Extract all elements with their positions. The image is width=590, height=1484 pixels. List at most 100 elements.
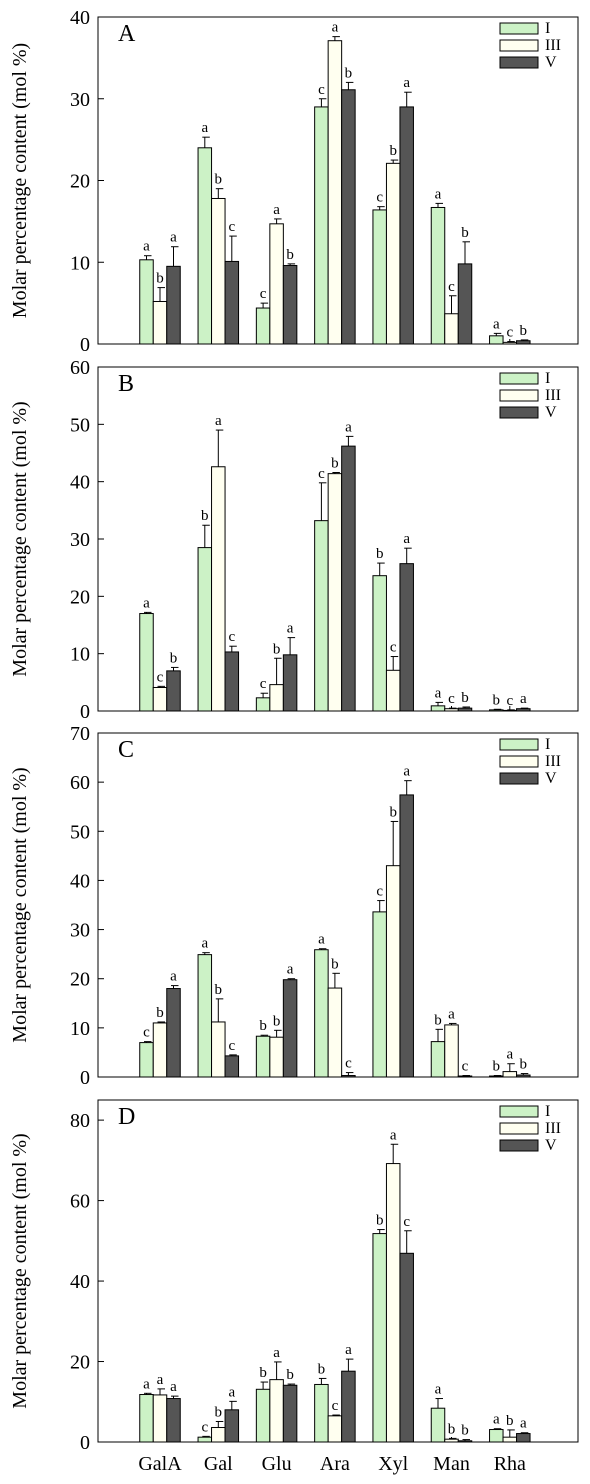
y-tick-label: 0 xyxy=(80,1067,90,1089)
legend-label: I xyxy=(545,1103,550,1120)
significance-letter: a xyxy=(390,1127,397,1143)
bar xyxy=(372,575,387,712)
significance-letter: c xyxy=(228,1038,235,1054)
significance-letter: b xyxy=(273,1013,281,1029)
bar xyxy=(211,1427,226,1443)
y-tick-label: 10 xyxy=(70,644,90,666)
y-tick-label: 40 xyxy=(70,472,90,494)
bar xyxy=(372,209,387,345)
significance-letter: c xyxy=(228,629,235,645)
bar xyxy=(385,865,401,1078)
bar xyxy=(489,1429,504,1443)
bar xyxy=(314,520,329,712)
x-tick-label: Gal xyxy=(204,1453,233,1475)
bar xyxy=(314,949,329,1078)
bar xyxy=(282,979,298,1078)
y-tick-label: 30 xyxy=(70,529,90,551)
y-tick-label: 60 xyxy=(70,772,90,794)
significance-letter: a xyxy=(332,20,339,36)
significance-letter: a xyxy=(170,969,177,985)
significance-letter: a xyxy=(403,764,410,780)
legend-swatch xyxy=(499,372,539,385)
significance-letter: c xyxy=(506,693,513,709)
significance-letter: c xyxy=(448,279,455,295)
y-tick-label: 20 xyxy=(70,586,90,608)
panel-letter: A xyxy=(118,21,136,47)
panel-b: 0 10 20 30 40 50 60 Molar percentage content (m… xyxy=(9,357,579,723)
bar xyxy=(282,654,298,712)
legend-swatch xyxy=(499,39,539,52)
bar xyxy=(516,708,531,712)
y-tick-label: 0 xyxy=(80,1432,90,1454)
significance-letter: a xyxy=(143,239,150,255)
legend-label: III xyxy=(545,753,561,770)
y-tick-label: 60 xyxy=(70,357,90,379)
legend-swatch xyxy=(499,389,539,402)
significance-letter: b xyxy=(286,1367,294,1383)
legend-swatch xyxy=(499,772,539,785)
bar xyxy=(385,162,401,345)
significance-letter: b xyxy=(201,508,209,524)
bar xyxy=(399,1252,414,1443)
y-axis-label: Molar percentage content (mol %) xyxy=(9,43,31,318)
y-tick-label: 60 xyxy=(70,1191,90,1213)
legend-label: I xyxy=(545,370,550,387)
bar xyxy=(166,265,181,345)
significance-letter: b xyxy=(520,1057,528,1073)
bar xyxy=(444,1438,459,1443)
significance-letter: b xyxy=(156,271,164,287)
bar xyxy=(255,697,271,712)
bar xyxy=(314,1383,329,1443)
legend-label: III xyxy=(545,37,561,54)
legend-swatch xyxy=(499,1105,539,1118)
y-tick-label: 0 xyxy=(80,701,90,723)
legend-label: III xyxy=(545,1120,561,1137)
x-tick-label: GalA xyxy=(138,1453,182,1475)
bar xyxy=(282,265,298,345)
bar xyxy=(269,1036,284,1078)
significance-letter: b xyxy=(506,1413,514,1429)
y-tick-label: 50 xyxy=(70,414,90,436)
significance-letter: c xyxy=(318,466,325,482)
bar xyxy=(224,260,240,345)
bar xyxy=(197,147,213,345)
significance-letter: a xyxy=(201,936,208,952)
significance-letter: a xyxy=(143,595,150,611)
significance-letter: a xyxy=(345,419,352,435)
bar xyxy=(314,106,329,345)
y-tick-label: 70 xyxy=(70,723,90,745)
bar xyxy=(457,707,473,712)
bar xyxy=(139,1042,154,1078)
bar xyxy=(139,613,154,712)
significance-letter: c xyxy=(143,1025,150,1041)
bar xyxy=(152,686,168,712)
significance-letter: b xyxy=(520,323,528,339)
y-tick-label: 10 xyxy=(70,1018,90,1040)
significance-letter: a xyxy=(143,1376,150,1392)
y-tick-label: 50 xyxy=(70,821,90,843)
bar xyxy=(444,313,459,345)
bar xyxy=(430,1407,446,1443)
significance-letter: b xyxy=(170,650,178,666)
bar xyxy=(139,1394,154,1443)
legend-label: III xyxy=(545,387,561,404)
y-tick-label: 30 xyxy=(70,920,90,942)
significance-letter: b xyxy=(286,247,294,263)
x-tick-label: Xyl xyxy=(378,1453,408,1475)
panel-letter: B xyxy=(118,371,134,397)
bar xyxy=(255,1035,271,1078)
bar xyxy=(327,1415,343,1443)
significance-letter: c xyxy=(201,1419,208,1435)
x-tick-label: Glu xyxy=(262,1453,292,1475)
significance-letter: b xyxy=(461,690,469,706)
bar xyxy=(255,307,271,345)
bar xyxy=(430,1041,446,1078)
bar xyxy=(502,709,518,712)
x-category-labels: GalA Gal Glu Ara Xyl Man Rha xyxy=(138,1453,526,1475)
significance-letter: a xyxy=(435,685,442,701)
legend-swatch xyxy=(499,755,539,768)
significance-letter: a xyxy=(201,120,208,136)
bar xyxy=(457,263,473,345)
bar xyxy=(489,335,504,345)
significance-letter: a xyxy=(215,413,222,429)
